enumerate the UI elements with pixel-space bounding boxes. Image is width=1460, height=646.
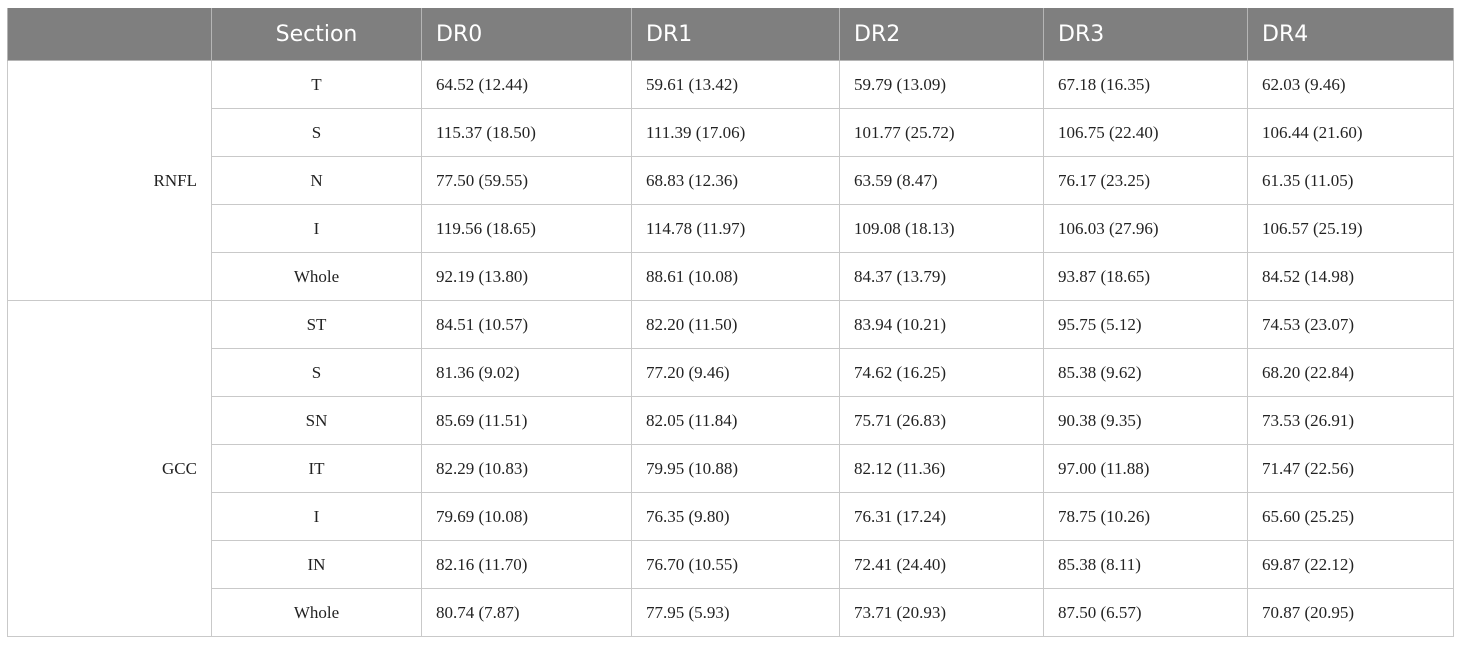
value-cell: 82.29 (10.83)	[421, 444, 632, 493]
section-cell: Whole	[211, 252, 422, 301]
value-cell: 106.03 (27.96)	[1043, 204, 1248, 253]
value-cell: 76.31 (17.24)	[839, 492, 1044, 541]
value-cell: 82.16 (11.70)	[421, 540, 632, 589]
value-cell: 76.70 (10.55)	[631, 540, 840, 589]
value-cell: 83.94 (10.21)	[839, 300, 1044, 349]
value-cell: 62.03 (9.46)	[1247, 60, 1454, 109]
value-cell: 97.00 (11.88)	[1043, 444, 1248, 493]
value-cell: 77.50 (59.55)	[421, 156, 632, 205]
value-cell: 85.38 (9.62)	[1043, 348, 1248, 397]
value-cell: 76.17 (23.25)	[1043, 156, 1248, 205]
table-row: Whole 92.19 (13.80) 88.61 (10.08) 84.37 …	[8, 252, 1454, 301]
header-dr4: DR4	[1247, 8, 1454, 61]
section-cell: IT	[211, 444, 422, 493]
value-cell: 87.50 (6.57)	[1043, 588, 1248, 637]
value-cell: 69.87 (22.12)	[1247, 540, 1454, 589]
value-cell: 71.47 (22.56)	[1247, 444, 1454, 493]
value-cell: 73.71 (20.93)	[839, 588, 1044, 637]
value-cell: 68.20 (22.84)	[1247, 348, 1454, 397]
value-cell: 84.37 (13.79)	[839, 252, 1044, 301]
value-cell: 82.20 (11.50)	[631, 300, 840, 349]
section-cell: S	[211, 348, 422, 397]
table-row: GCC ST 84.51 (10.57) 82.20 (11.50) 83.94…	[7, 300, 1454, 637]
value-cell: 63.59 (8.47)	[839, 156, 1044, 205]
value-cell: 61.35 (11.05)	[1247, 156, 1454, 205]
value-cell: 75.71 (26.83)	[839, 396, 1044, 445]
value-cell: 88.61 (10.08)	[631, 252, 840, 301]
section-cell: IN	[211, 540, 422, 589]
section-cell: N	[211, 156, 422, 205]
section-cell: ST	[211, 300, 422, 349]
table-row: S 81.36 (9.02) 77.20 (9.46) 74.62 (16.25…	[8, 348, 1454, 397]
value-cell: 119.56 (18.65)	[421, 204, 632, 253]
value-cell: 85.38 (8.11)	[1043, 540, 1248, 589]
header-group-cell	[7, 8, 212, 61]
table-row: Whole 80.74 (7.87) 77.95 (5.93) 73.71 (2…	[8, 588, 1454, 637]
section-cell: I	[211, 492, 422, 541]
header-dr1: DR1	[631, 8, 840, 61]
value-cell: 81.36 (9.02)	[421, 348, 632, 397]
table-row: S 115.37 (18.50) 111.39 (17.06) 101.77 (…	[8, 108, 1454, 157]
section-cell: SN	[211, 396, 422, 445]
value-cell: 92.19 (13.80)	[421, 252, 632, 301]
group-label-gcc: GCC	[7, 300, 212, 637]
value-cell: 76.35 (9.80)	[631, 492, 840, 541]
header-dr3: DR3	[1043, 8, 1248, 61]
value-cell: 95.75 (5.12)	[1043, 300, 1248, 349]
value-cell: 65.60 (25.25)	[1247, 492, 1454, 541]
value-cell: 73.53 (26.91)	[1247, 396, 1454, 445]
value-cell: 106.57 (25.19)	[1247, 204, 1454, 253]
value-cell: 78.75 (10.26)	[1043, 492, 1248, 541]
value-cell: 82.05 (11.84)	[631, 396, 840, 445]
value-cell: 79.95 (10.88)	[631, 444, 840, 493]
section-cell: T	[211, 60, 422, 109]
value-cell: 114.78 (11.97)	[631, 204, 840, 253]
value-cell: 67.18 (16.35)	[1043, 60, 1248, 109]
value-cell: 106.75 (22.40)	[1043, 108, 1248, 157]
table-row: I 79.69 (10.08) 76.35 (9.80) 76.31 (17.2…	[8, 492, 1454, 541]
table-row: IT 82.29 (10.83) 79.95 (10.88) 82.12 (11…	[8, 444, 1454, 493]
data-table: Section DR0 DR1 DR2 DR3 DR4 RNFL T 64.52…	[7, 8, 1454, 637]
value-cell: 93.87 (18.65)	[1043, 252, 1248, 301]
value-cell: 85.69 (11.51)	[421, 396, 632, 445]
value-cell: 74.62 (16.25)	[839, 348, 1044, 397]
value-cell: 59.79 (13.09)	[839, 60, 1044, 109]
value-cell: 106.44 (21.60)	[1247, 108, 1454, 157]
value-cell: 90.38 (9.35)	[1043, 396, 1248, 445]
value-cell: 84.52 (14.98)	[1247, 252, 1454, 301]
value-cell: 79.69 (10.08)	[421, 492, 632, 541]
value-cell: 68.83 (12.36)	[631, 156, 840, 205]
value-cell: 74.53 (23.07)	[1247, 300, 1454, 349]
header-dr0: DR0	[421, 8, 632, 61]
section-cell: Whole	[211, 588, 422, 637]
value-cell: 109.08 (18.13)	[839, 204, 1044, 253]
value-cell: 80.74 (7.87)	[421, 588, 632, 637]
value-cell: 77.20 (9.46)	[631, 348, 840, 397]
header-dr2: DR2	[839, 8, 1044, 61]
table-row: N 77.50 (59.55) 68.83 (12.36) 63.59 (8.4…	[8, 156, 1454, 205]
header-section: Section	[211, 8, 422, 61]
value-cell: 84.51 (10.57)	[421, 300, 632, 349]
section-cell: S	[211, 108, 422, 157]
table-row: I 119.56 (18.65) 114.78 (11.97) 109.08 (…	[8, 204, 1454, 253]
group-label-rnfl: RNFL	[7, 60, 212, 301]
value-cell: 115.37 (18.50)	[421, 108, 632, 157]
section-cell: I	[211, 204, 422, 253]
value-cell: 101.77 (25.72)	[839, 108, 1044, 157]
table-row: RNFL T 64.52 (12.44) 59.61 (13.42) 59.79…	[7, 60, 1454, 301]
value-cell: 64.52 (12.44)	[421, 60, 632, 109]
value-cell: 111.39 (17.06)	[631, 108, 840, 157]
header-row: Section DR0 DR1 DR2 DR3 DR4	[7, 8, 1454, 61]
table-row: SN 85.69 (11.51) 82.05 (11.84) 75.71 (26…	[8, 396, 1454, 445]
value-cell: 59.61 (13.42)	[631, 60, 840, 109]
table-row: IN 82.16 (11.70) 76.70 (10.55) 72.41 (24…	[8, 540, 1454, 589]
value-cell: 70.87 (20.95)	[1247, 588, 1454, 637]
value-cell: 82.12 (11.36)	[839, 444, 1044, 493]
value-cell: 72.41 (24.40)	[839, 540, 1044, 589]
value-cell: 77.95 (5.93)	[631, 588, 840, 637]
